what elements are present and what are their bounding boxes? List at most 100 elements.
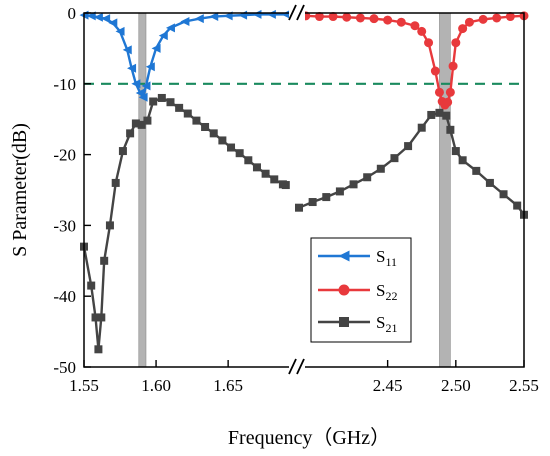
series-s11 [79,9,298,102]
axis-break [288,4,305,376]
data-point [165,23,175,33]
y-axis-label: S Parameter(dB) [9,123,31,257]
data-point [261,169,270,178]
x-tick-label: 2.50 [441,376,471,395]
data-point [101,14,111,24]
data-point [396,17,406,27]
data-point [145,62,155,72]
series-s21 [80,93,528,354]
data-point [427,110,436,119]
data-point [314,12,324,22]
data-point [115,26,125,36]
data-point [235,149,244,158]
legend-item-s21: S21 [318,313,397,335]
data-point [111,178,120,187]
data-point [127,63,137,73]
legend-label: S11 [376,247,397,269]
data-point [513,201,522,210]
data-point [122,45,132,55]
data-point [281,9,291,19]
data-point [201,122,210,131]
data-point [442,111,451,120]
data-point [335,187,344,196]
data-point [472,166,481,175]
data-point [281,181,290,190]
data-point [417,123,426,132]
data-point [376,164,385,173]
data-point [505,12,515,22]
data-point [91,313,100,322]
x-tick-label: 2.45 [373,376,403,395]
data-point [135,88,145,98]
data-point [158,31,168,41]
y-tick-label: 0 [68,4,77,23]
data-point [458,156,467,165]
data-point [238,10,248,20]
data-point [131,119,140,128]
data-point [448,61,458,71]
series-layer [79,9,529,354]
data-point [342,12,352,22]
data-point [383,15,393,25]
data-point [218,136,227,145]
data-point [97,313,106,322]
legend: S11 S22 S21 [310,237,412,343]
legend-item-s11: S11 [318,247,397,269]
data-point [451,38,461,48]
axis-ticks: 0 -10 -20 -30 -40 -501.55 1.60 1.65 2.45 2.50 2.55 [53,4,539,395]
legend-label: S22 [376,281,397,303]
data-point [138,92,148,102]
series-line-s21-upper [298,111,525,216]
data-point [363,173,372,182]
x-tick-label: 2.55 [509,376,539,395]
data-point [209,129,218,138]
data-point [464,17,474,27]
data-point [390,154,399,163]
data-point [100,256,109,265]
data-point [451,147,460,156]
data-point [445,87,455,97]
data-point [137,120,146,129]
data-point [328,12,338,22]
data-point [443,97,453,107]
data-point [93,12,103,22]
y-tick-label: -30 [53,216,76,235]
x-tick-label: 1.60 [141,376,171,395]
data-point [308,198,317,207]
data-point [105,221,114,230]
data-point [355,13,365,23]
legend-item-s22: S22 [318,281,397,303]
data-point [87,281,96,290]
data-point [209,12,219,22]
data-point [227,143,236,152]
data-point [175,103,184,112]
shaded-band [138,12,147,368]
data-point [322,193,331,202]
data-point [118,147,127,156]
data-point [410,21,420,31]
data-point [295,203,303,212]
data-point [339,317,349,327]
data-point [446,125,455,134]
data-point [338,250,350,262]
data-point [492,13,502,23]
data-point [369,14,379,24]
data-point [435,108,444,117]
y-tick-label: -50 [53,358,76,377]
data-point [485,178,494,187]
data-point [157,93,166,102]
data-point [266,9,276,19]
data-point [499,190,508,199]
data-point [108,18,118,28]
y-tick-label: -20 [53,146,76,165]
data-point [434,87,444,97]
data-point [192,116,201,125]
data-point [338,284,350,296]
data-point [458,24,468,34]
data-point [194,14,204,24]
legend-label: S21 [376,313,397,335]
data-point [430,66,440,76]
y-tick-label: -10 [53,75,76,94]
data-point [424,38,434,48]
